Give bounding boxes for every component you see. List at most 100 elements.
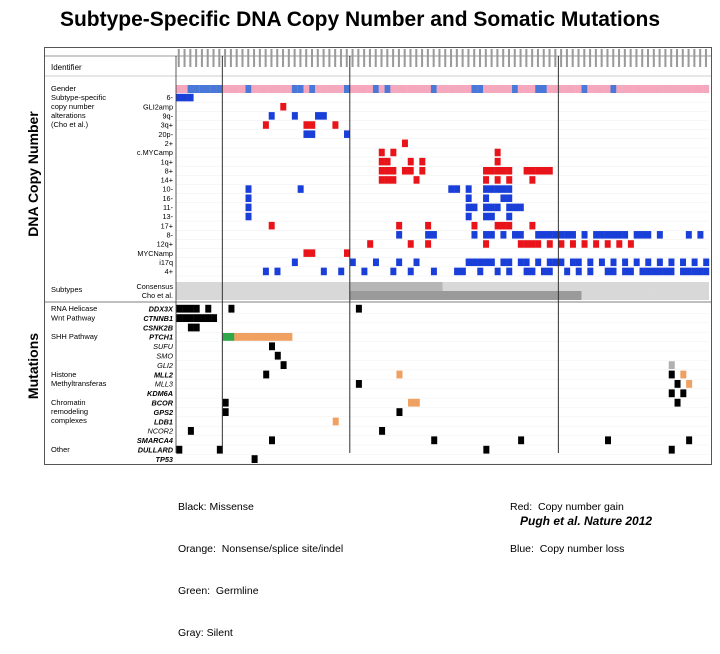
cn-row-label: i17q (159, 258, 173, 267)
identifier-tick (571, 49, 574, 67)
gender-cell (245, 85, 252, 93)
gender-cell (639, 85, 646, 93)
cn-cell (651, 267, 658, 276)
gender-cell (662, 85, 669, 93)
cn-cell (639, 231, 646, 239)
cn-cell (483, 231, 490, 239)
gender-cell (355, 85, 362, 93)
identifier-tick (293, 49, 296, 67)
cn-cell (378, 176, 385, 184)
cn-row-label: 17+ (161, 221, 173, 230)
gender-cell (529, 85, 536, 93)
cn-cell (297, 185, 304, 193)
mutation-row-label: NCOR2 (147, 427, 173, 436)
cn-row-label: 16- (162, 194, 173, 203)
identifier-tick (282, 49, 285, 67)
gender-cell (228, 85, 235, 93)
identifier-tick (299, 49, 302, 67)
gender-cell (540, 85, 547, 93)
mutation-cell (182, 314, 189, 322)
cn-cell (425, 231, 432, 239)
gender-cell (262, 85, 269, 93)
cn-cell (622, 267, 629, 276)
cn-cell (581, 240, 588, 248)
identifier-tick (374, 49, 377, 67)
identifier-tick (560, 49, 563, 67)
cn-cell (610, 231, 617, 239)
cn-cell (483, 176, 490, 184)
gender-cell (204, 85, 211, 93)
mutation-row-label: GLI2 (157, 361, 173, 370)
cn-cell (604, 240, 611, 248)
cn-row-label: 8+ (165, 166, 173, 175)
cn-row-label: 4+ (165, 267, 173, 276)
cn-cell (552, 231, 559, 239)
cn-cell (309, 121, 316, 129)
cho-band (176, 291, 223, 300)
identifier-tick (409, 49, 412, 67)
gender-cell (413, 85, 420, 93)
cn-cell (546, 167, 553, 175)
cn-cell (483, 240, 490, 248)
identifier-tick (478, 49, 482, 67)
identifier-tick (589, 49, 592, 67)
mutation-group-label: Other (51, 445, 70, 454)
cn-cell (546, 231, 553, 239)
cn-cell (685, 231, 692, 239)
identifier-tick (502, 49, 505, 67)
cn-cell (430, 267, 437, 276)
mutation-cell (686, 380, 693, 388)
cn-cell (622, 231, 629, 239)
cn-cell (569, 240, 576, 248)
identifier-tick (623, 49, 626, 67)
mutation-cell (245, 333, 252, 341)
cn-cell (656, 258, 663, 267)
gender-cell (349, 85, 356, 93)
mutation-cell (668, 370, 675, 379)
mutation-cell (205, 314, 212, 322)
mutation-cell (222, 333, 229, 341)
cn-cell (338, 267, 345, 276)
gender-cell (239, 85, 246, 93)
identifier-tick (339, 49, 342, 67)
identifier-tick (629, 49, 632, 67)
mutation-cell (193, 314, 200, 322)
gender-cell (569, 85, 576, 93)
cn-row-label: 3q+ (161, 121, 173, 130)
gender-cell (309, 85, 316, 93)
cn-cell (465, 258, 472, 267)
identifier-tick (310, 49, 314, 67)
mutation-cell (396, 408, 403, 416)
cn-cell (494, 185, 501, 193)
gender-cell (691, 85, 698, 93)
cn-cell (483, 203, 490, 212)
gender-cell (193, 85, 200, 93)
mutation-cell (257, 333, 264, 341)
cn-cell (407, 267, 414, 276)
identifier-tick (397, 49, 400, 67)
cn-cell (488, 258, 495, 267)
cn-cell (390, 267, 397, 276)
cn-cell (506, 167, 513, 175)
cn-cell (500, 231, 507, 239)
mutation-cell (199, 314, 206, 322)
identifier-tick (415, 49, 418, 67)
identifier-tick (467, 49, 470, 67)
mutation-color-legend: Black: Missense Orange: Nonsense/splice … (178, 472, 343, 654)
cn-cell (500, 185, 507, 193)
identifier-tick (368, 49, 371, 67)
cn-row-label: 12q+ (157, 240, 173, 249)
cn-cell (546, 240, 553, 248)
mutation-cell (176, 314, 183, 322)
identifier-tick (241, 49, 244, 67)
gender-cell (564, 85, 571, 93)
cn-cell (390, 148, 397, 157)
gender-cell (257, 85, 264, 93)
mutation-row-label: DULLARD (138, 446, 174, 455)
gender-cell (685, 85, 692, 93)
identifier-tick (600, 49, 603, 67)
cn-cell (691, 258, 698, 267)
gender-cell (407, 85, 414, 93)
mutation-cell (668, 389, 675, 398)
legend-silent: Gray: Silent (178, 627, 233, 639)
